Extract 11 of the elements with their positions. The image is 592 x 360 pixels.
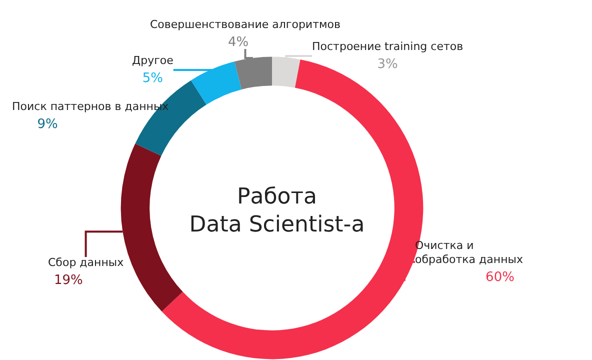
data-label: 60% [486,270,514,285]
data-label: 3% [377,57,398,72]
slice-label: Совершенствование алгоритмов [150,18,340,31]
data-label: 19% [54,273,83,288]
data-label: 5% [142,71,163,86]
data-label: 9% [37,117,58,132]
data-label: 4% [228,35,249,50]
slice-label: Другое [132,54,174,67]
slice-label: Построение training сетов [312,40,464,53]
text: Работа Data Scientist-a [189,184,365,238]
slice-label: Сбор данных [48,256,124,269]
